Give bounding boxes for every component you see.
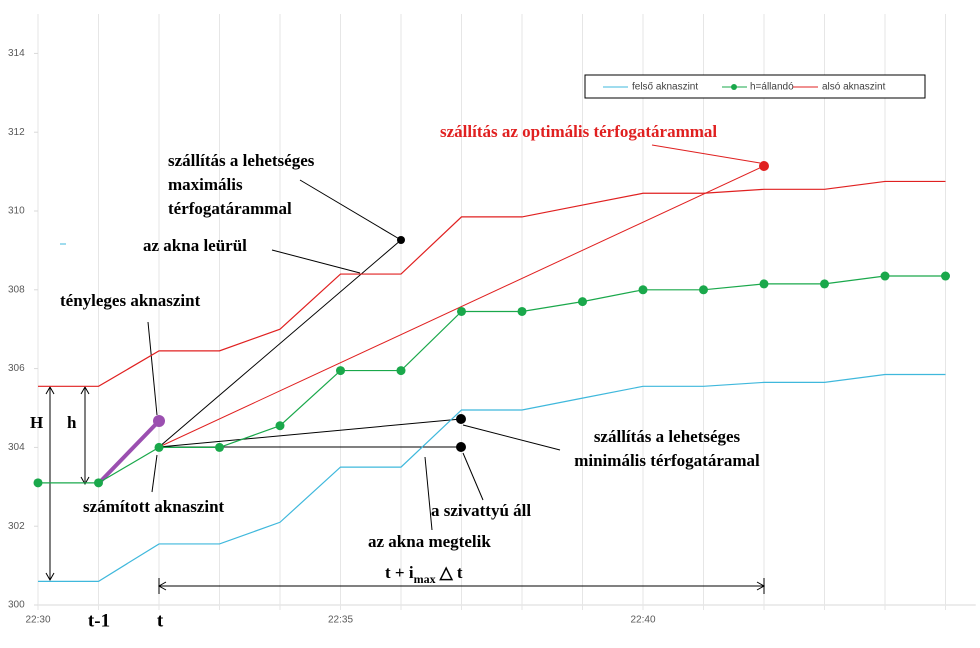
leader (462, 452, 484, 501)
leader (462, 424, 561, 451)
optimal-point (759, 161, 769, 171)
marker (396, 366, 406, 376)
marker (941, 271, 950, 281)
min-point (456, 414, 466, 424)
marker (457, 306, 466, 316)
formula-sub: max (414, 572, 436, 586)
span-arrowheads (157, 578, 766, 594)
annotation: az akna leürül (143, 236, 247, 255)
annotation: minimális térfogatáramal (574, 451, 760, 470)
y-tick-label: 302 (8, 521, 25, 532)
legend-marker (731, 84, 737, 90)
annotation: maximális (168, 175, 243, 194)
annotation: számított aknaszint (83, 497, 225, 516)
y-tick-label: 306 (8, 363, 25, 374)
formula-main: t + i (385, 563, 414, 582)
annotation: t (157, 610, 164, 631)
y-tick-label: 310 (8, 206, 25, 217)
annotation: térfogatárammal (168, 199, 292, 218)
annotation: szállítás a lehetséges (594, 427, 741, 446)
marker (578, 297, 587, 307)
annotations: szállítás az optimális térfogatárammal s… (30, 122, 760, 631)
marker (759, 279, 769, 289)
annotation: az akna megtelik (368, 532, 491, 551)
leader (651, 144, 761, 164)
formula-tail: △ t (439, 563, 463, 582)
special-points (153, 161, 769, 452)
marker (33, 478, 43, 488)
annotation: szállítás a lehetséges (168, 151, 315, 170)
annotation: a szivattyú áll (431, 501, 531, 520)
leader (299, 179, 402, 241)
series-line (38, 180, 946, 387)
H-arrowheads (45, 385, 55, 582)
stop-point (456, 442, 466, 452)
grid: 22:30 22:35 22:40 300 302 304 306 308 310 312 314 (8, 14, 976, 626)
h-arrowheads (80, 385, 90, 486)
marker (215, 442, 224, 452)
leader (271, 249, 361, 274)
actual-line (96, 419, 161, 486)
annotation: t-1 (88, 610, 110, 631)
x-tick-label: 22:30 (25, 615, 50, 626)
y-tick-label: 308 (8, 284, 25, 295)
y-tick-label: 312 (8, 127, 25, 138)
y-tick-label: 304 (8, 442, 25, 453)
optimal-line (158, 165, 765, 448)
marker (880, 271, 890, 281)
marker (275, 421, 285, 431)
leader (151, 454, 158, 493)
marker (699, 285, 708, 295)
marker (638, 285, 648, 295)
marker (820, 279, 829, 289)
annotation: szállítás az optimális térfogatárammal (440, 122, 717, 141)
max-point (397, 236, 405, 244)
annotation: tényleges aknaszint (60, 291, 201, 310)
annotation: H (30, 413, 43, 432)
formula: t + imax △ t (385, 563, 463, 586)
legend: felső aknaszint h=állandó alsó aknaszint (584, 74, 926, 99)
leader (147, 321, 158, 416)
leader (424, 456, 433, 531)
y-tick-label: 314 (8, 48, 25, 59)
annotation: h (67, 413, 77, 432)
min-line (158, 418, 462, 448)
marker (94, 478, 103, 488)
marker (336, 366, 345, 376)
legend-label: felső aknaszint (632, 82, 698, 93)
actual-point (153, 415, 165, 427)
marker (517, 306, 527, 316)
legend-box (584, 74, 926, 99)
marker (154, 442, 164, 452)
x-tick-label: 22:40 (630, 615, 655, 626)
construction-lines (45, 144, 766, 594)
y-tick-label: 300 (8, 600, 25, 611)
series-line (38, 373, 946, 582)
legend-label: alsó aknaszint (822, 82, 886, 93)
x-tick-label: 22:35 (328, 615, 353, 626)
series-line (38, 275, 946, 484)
legend-label: h=állandó (750, 82, 794, 93)
plot (33, 180, 950, 582)
